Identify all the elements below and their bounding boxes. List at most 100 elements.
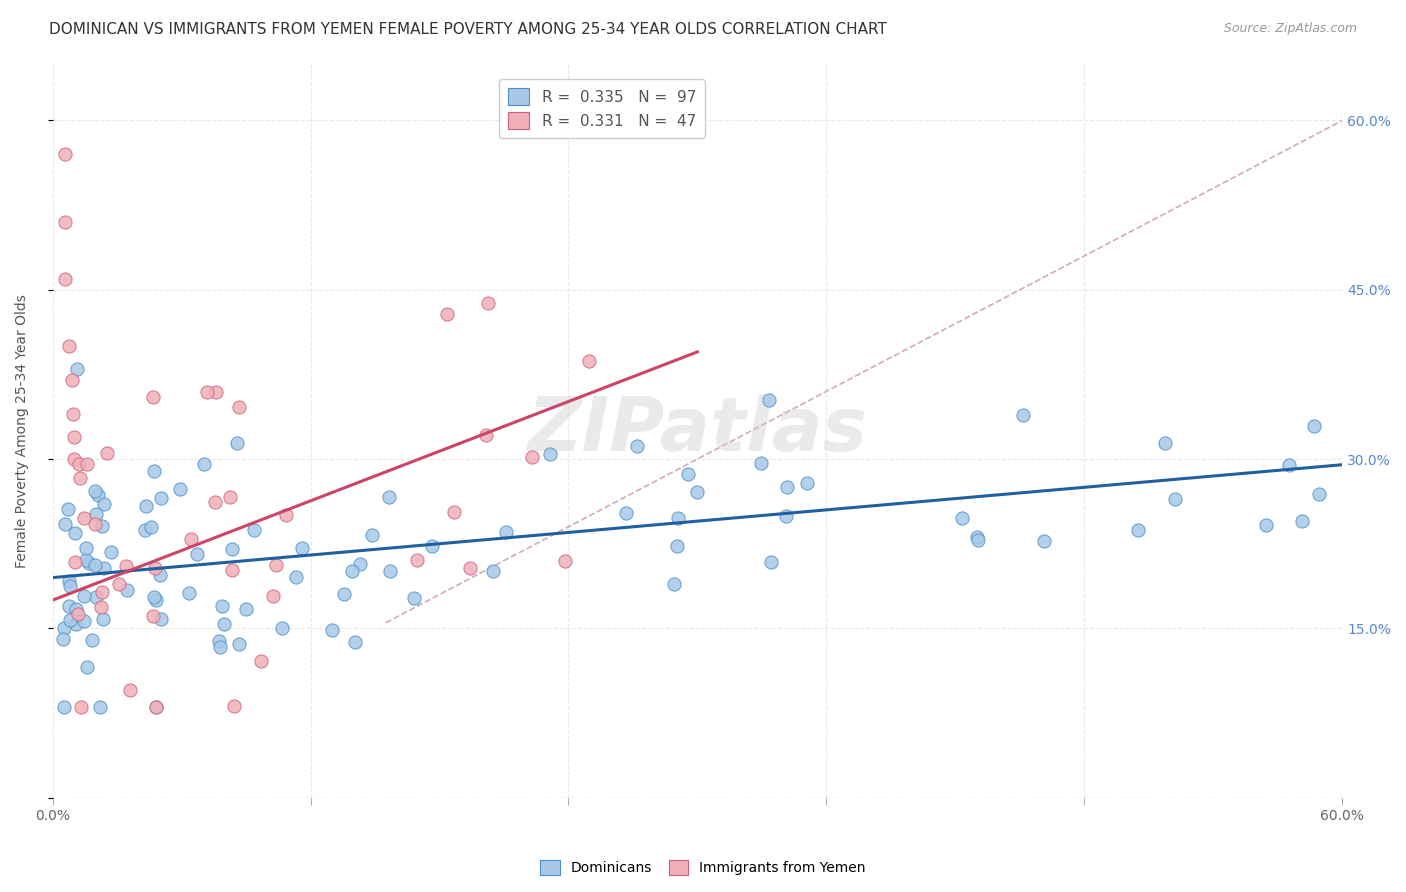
Point [58,339,80,353]
Point [134,523,156,537]
Point [796,475,818,490]
Point [967,533,990,547]
Point [378,565,401,579]
Point [436,307,458,321]
Point [53,271,76,285]
Point [179,586,201,600]
Point [53,700,76,714]
Point [91,584,114,599]
Point [1277,458,1299,473]
Point [264,558,287,573]
Point [100,545,122,559]
Point [676,467,699,482]
Legend: Dominicans, Immigrants from Yemen: Dominicans, Immigrants from Yemen [534,855,872,880]
Point [91,611,114,625]
Point [520,450,543,464]
Point [209,640,232,655]
Point [402,591,425,606]
Point [67,458,90,472]
Point [340,564,363,578]
Point [96,446,118,460]
Point [169,483,191,497]
Point [1126,523,1149,537]
Point [1033,534,1056,549]
Point [73,614,96,628]
Point [420,540,443,554]
Point [538,447,561,461]
Point [361,528,384,542]
Point [142,608,165,623]
Point [53,215,76,229]
Point [180,532,202,546]
Point [195,384,218,399]
Point [1291,515,1313,529]
Point [966,531,988,545]
Point [142,464,165,478]
Point [83,516,105,531]
Point [460,561,482,575]
Point [291,541,314,556]
Point [89,699,111,714]
Text: ZIPatlas: ZIPatlas [527,394,868,467]
Point [72,589,94,603]
Point [150,612,173,626]
Point [276,508,298,522]
Point [1154,436,1177,450]
Point [775,508,797,523]
Point [285,569,308,583]
Point [65,602,87,616]
Point [349,558,371,572]
Point [270,621,292,635]
Point [212,616,235,631]
Point [249,654,271,668]
Point [578,354,600,368]
Point [58,599,80,613]
Point [228,400,250,414]
Point [219,490,242,504]
Point [115,558,138,573]
Point [208,634,231,648]
Point [749,456,772,470]
Point [226,436,249,450]
Point [686,484,709,499]
Point [186,547,208,561]
Point [321,624,343,638]
Point [262,589,284,603]
Point [86,590,108,604]
Point [65,617,87,632]
Point [1164,491,1187,506]
Point [344,635,367,649]
Point [63,429,86,443]
Point [149,567,172,582]
Point [1302,419,1324,434]
Point [66,362,89,376]
Point [53,147,76,161]
Point [75,541,97,555]
Text: Source: ZipAtlas.com: Source: ZipAtlas.com [1223,22,1357,36]
Point [69,470,91,484]
Y-axis label: Female Poverty Among 25-34 Year Olds: Female Poverty Among 25-34 Year Olds [15,294,30,568]
Point [139,520,162,534]
Point [776,480,799,494]
Legend: R =  0.335   N =  97, R =  0.331   N =  47: R = 0.335 N = 97, R = 0.331 N = 47 [499,79,704,138]
Point [135,499,157,513]
Point [84,507,107,521]
Point [193,457,215,471]
Point [495,525,517,540]
Point [90,599,112,614]
Point [66,607,89,622]
Point [243,523,266,537]
Point [53,621,76,635]
Point [59,579,82,593]
Point [79,556,101,570]
Point [62,407,84,421]
Point [118,683,141,698]
Point [950,511,973,525]
Point [221,541,243,556]
Point [143,560,166,574]
Point [145,700,167,714]
Point [204,495,226,509]
Point [228,637,250,651]
Point [84,483,107,498]
Point [117,582,139,597]
